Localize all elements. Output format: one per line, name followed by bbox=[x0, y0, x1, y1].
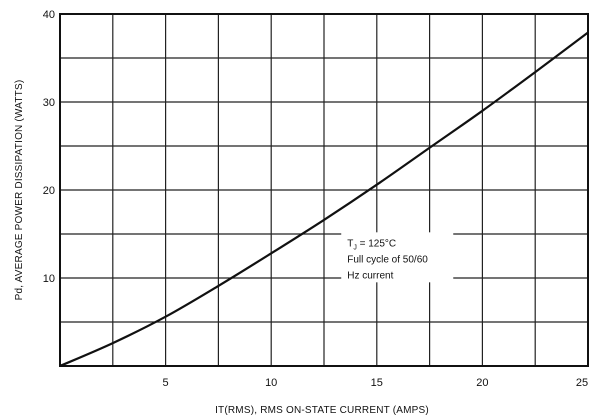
x-tick-label: 5 bbox=[163, 377, 169, 389]
annotation-line-3: Hz current bbox=[347, 270, 393, 281]
plot-frame bbox=[59, 13, 589, 367]
y-tick-labels: 10 20 30 40 bbox=[43, 9, 55, 285]
y-tick-label: 40 bbox=[43, 9, 55, 21]
x-tick-label: 15 bbox=[371, 377, 383, 389]
y-tick-label: 10 bbox=[43, 273, 55, 285]
x-axis-label: IT(RMS), RMS ON-STATE CURRENT (AMPS) bbox=[215, 405, 429, 416]
y-tick-label: 20 bbox=[43, 185, 55, 197]
x-tick-label: 10 bbox=[265, 377, 277, 389]
annotation-background bbox=[341, 232, 454, 283]
x-tick-labels: 5 10 15 20 25 bbox=[163, 377, 589, 389]
annotation-line-2: Full cycle of 50/60 bbox=[347, 254, 428, 265]
y-axis-label: Pd, AVERAGE POWER DISSIPATION (WATTS) bbox=[14, 80, 25, 301]
annotation-line-1: TJ = 125°C bbox=[347, 238, 396, 251]
x-tick-label: 20 bbox=[476, 377, 488, 389]
grid bbox=[60, 14, 588, 366]
x-tick-label: 25 bbox=[576, 377, 588, 389]
y-tick-label: 30 bbox=[43, 97, 55, 109]
series-line bbox=[59, 31, 589, 368]
annotation-box: TJ = 125°C Full cycle of 50/60 Hz curren… bbox=[341, 232, 454, 283]
